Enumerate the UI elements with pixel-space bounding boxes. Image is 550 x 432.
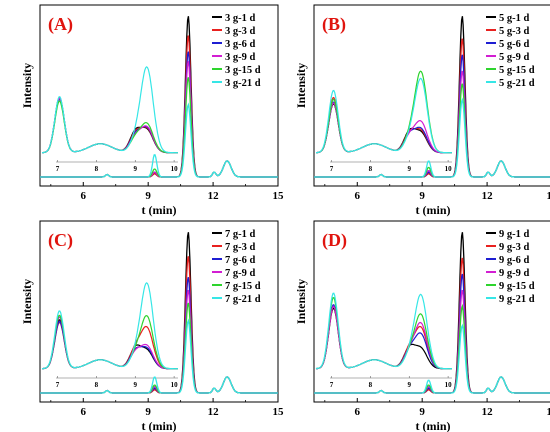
- inset-tick-label: 8: [369, 381, 373, 389]
- x-tick-label: 12: [208, 190, 220, 202]
- panel-label: (D): [322, 230, 347, 251]
- legend-label: 9 g-21 d: [499, 294, 535, 305]
- inset-tick-label: 9: [134, 165, 138, 173]
- inset-tick-label: 8: [95, 165, 99, 173]
- y-axis-label: Intensity: [20, 63, 34, 108]
- inset-series-line: [316, 305, 452, 370]
- plot-frame: [39, 4, 279, 187]
- legend-label: 9 g-9 d: [499, 268, 529, 279]
- series-line: [40, 102, 278, 178]
- inset-series-line: [42, 282, 178, 370]
- y-axis-label: Intensity: [20, 279, 34, 324]
- chart-panel-3: (D) Intensity 6 9 12 15 t (min) 7 8 9 10 9 g-1 d 9 g…: [294, 220, 550, 432]
- panel-label: (B): [322, 14, 346, 35]
- x-tick-label: 15: [273, 190, 285, 202]
- inset-tick-label: 8: [95, 381, 99, 389]
- x-tick-label: 15: [547, 190, 550, 202]
- x-axis-label: t (min): [416, 203, 451, 217]
- inset-tick-label: 8: [369, 165, 373, 173]
- legend-label: 3 g-21 d: [225, 78, 261, 89]
- y-axis-label: Intensity: [294, 279, 308, 324]
- legend-label: 5 g-21 d: [499, 78, 535, 89]
- inset-tick-label: 7: [330, 165, 334, 173]
- inset-tick-label: 7: [330, 381, 334, 389]
- chart-panel-2: (C) Intensity 6 9 12 15 t (min) 7 8 9 10 7 g-1 d 7 g…: [20, 220, 285, 432]
- legend-label: 3 g-6 d: [225, 39, 255, 50]
- inset-tick-label: 9: [408, 165, 412, 173]
- panel-label: (A): [48, 14, 73, 35]
- inset-tick-label: 9: [408, 381, 412, 389]
- legend-label: 3 g-3 d: [225, 26, 255, 37]
- inset-tick-label: 10: [445, 165, 453, 173]
- legend-label: 5 g-6 d: [499, 39, 529, 50]
- inset-tick-label: 7: [56, 381, 60, 389]
- legend-label: 5 g-1 d: [499, 13, 529, 24]
- legend-label: 5 g-9 d: [499, 52, 529, 63]
- inset-tick-label: 10: [171, 381, 179, 389]
- x-axis-label: t (min): [416, 419, 451, 432]
- legend-label: 9 g-15 d: [499, 281, 535, 292]
- x-tick-label: 9: [419, 190, 425, 202]
- x-tick-label: 15: [547, 406, 550, 418]
- x-tick-label: 6: [81, 190, 87, 202]
- legend-label: 3 g-1 d: [225, 13, 255, 24]
- x-tick-label: 9: [419, 406, 425, 418]
- legend-label: 7 g-21 d: [225, 294, 261, 305]
- legend-label: 5 g-15 d: [499, 65, 535, 76]
- x-tick-label: 6: [81, 406, 87, 418]
- y-axis-label: Intensity: [294, 63, 308, 108]
- x-tick-label: 9: [145, 406, 151, 418]
- inset-tick-label: 10: [171, 165, 179, 173]
- legend-label: 7 g-3 d: [225, 242, 255, 253]
- legend-label: 9 g-3 d: [499, 242, 529, 253]
- plot-frame: [313, 220, 550, 403]
- plot-frame: [313, 4, 550, 187]
- x-tick-label: 12: [208, 406, 220, 418]
- legend-label: 9 g-1 d: [499, 229, 529, 240]
- x-axis-label: t (min): [142, 419, 177, 432]
- x-tick-label: 6: [355, 190, 361, 202]
- x-axis-label: t (min): [142, 203, 177, 217]
- series-line: [40, 318, 278, 394]
- legend-label: 9 g-6 d: [499, 255, 529, 266]
- x-tick-label: 6: [355, 406, 361, 418]
- x-tick-label: 15: [273, 406, 285, 418]
- chart-panel-0: (A) Intensity 6 9 12 15 t (min) 7 8 9 10 3 g-1 d 3 g…: [20, 4, 285, 217]
- legend-label: 5 g-3 d: [499, 26, 529, 37]
- chart-panel-1: (B) Intensity 6 9 12 15 t (min) 7 8 9 10 5 g-1 d 5 g…: [294, 4, 550, 217]
- legend-label: 7 g-1 d: [225, 229, 255, 240]
- inset-series-line: [42, 66, 178, 154]
- legend-label: 3 g-15 d: [225, 65, 261, 76]
- legend-label: 7 g-6 d: [225, 255, 255, 266]
- legend-label: 7 g-15 d: [225, 281, 261, 292]
- legend-label: 3 g-9 d: [225, 52, 255, 63]
- inset-tick-label: 10: [445, 381, 453, 389]
- inset-series-line: [316, 70, 452, 154]
- inset-tick-label: 9: [134, 381, 138, 389]
- series-line: [40, 289, 278, 394]
- series-line: [314, 323, 550, 394]
- inset-series-line: [315, 292, 452, 370]
- inset-tick-label: 7: [56, 165, 60, 173]
- series-line: [314, 97, 550, 178]
- series-line: [314, 83, 550, 178]
- inset-series-line: [316, 77, 452, 154]
- x-tick-label: 12: [482, 406, 494, 418]
- series-line: [40, 302, 278, 394]
- x-tick-label: 9: [145, 190, 151, 202]
- x-tick-label: 12: [482, 190, 494, 202]
- legend-label: 7 g-9 d: [225, 268, 255, 279]
- series-line: [314, 303, 550, 394]
- plot-frame: [39, 220, 279, 403]
- panel-label: (C): [48, 230, 73, 251]
- series-line: [314, 289, 550, 394]
